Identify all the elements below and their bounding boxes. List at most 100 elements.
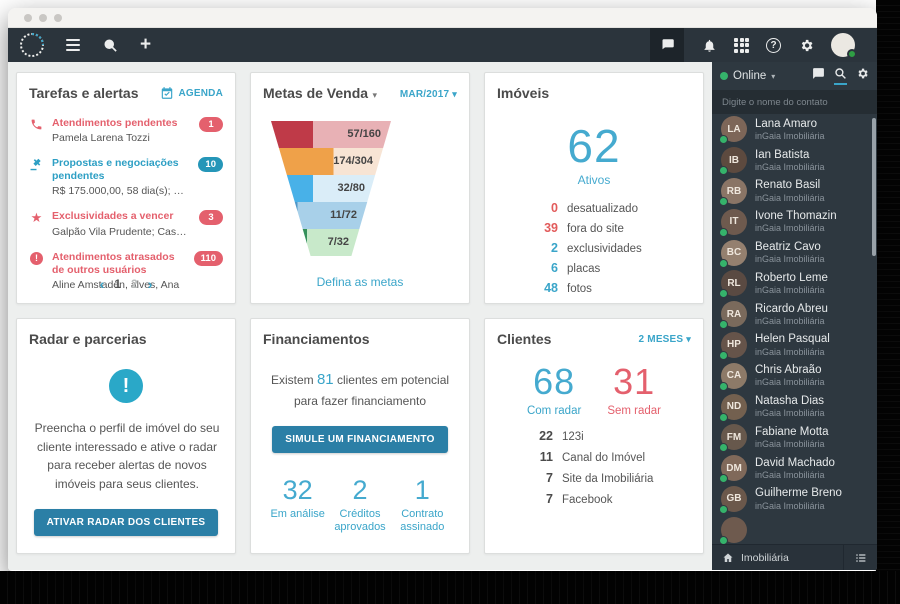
star-icon: ★ (30, 210, 43, 226)
contact-search-input[interactable] (712, 96, 877, 108)
card-title: Clientes (497, 331, 552, 347)
task-count-badge: 10 (198, 157, 223, 173)
task-item-subtitle: R$ 175.000,00, 58 dia(s); R$... (52, 185, 191, 198)
contact-list-item[interactable] (712, 514, 877, 544)
messages-icon[interactable] (650, 28, 684, 62)
simule-financiamento-button[interactable]: SIMULE UM FINANCIAMENTO (272, 425, 448, 453)
dashboard-main: Tarefas e alertas AGENDA Atendimentos pe… (8, 62, 712, 570)
task-alert-item[interactable]: ! Atendimentos atrasados de outros usuár… (29, 250, 223, 291)
contact-name: Roberto Leme (755, 271, 828, 284)
chat-tab-icon[interactable] (812, 67, 825, 85)
page-prev-icon[interactable]: ‹ (99, 276, 105, 292)
user-avatar[interactable] (831, 33, 857, 59)
contact-list-item[interactable]: RA Ricardo Abreu inGaia Imobiliária (712, 299, 877, 330)
online-status-dot (720, 72, 728, 80)
task-alert-item[interactable]: Atendimentos pendentes Pamela Larena Toz… (29, 117, 223, 144)
task-item-title: Atendimentos pendentes (52, 117, 178, 129)
top-navbar: + ? (8, 28, 877, 62)
search-icon[interactable] (102, 37, 118, 53)
contact-list-item[interactable]: IB Ian Batista inGaia Imobiliária (712, 145, 877, 176)
contact-online-dot (719, 535, 728, 544)
contact-name: Natasha Dias (755, 394, 825, 407)
card-clientes: Clientes 2 MESES ▾ 68 Com radar 31 Sem r… (484, 318, 704, 554)
contact-avatar: IT (719, 208, 747, 237)
contact-avatar: DM (719, 455, 747, 484)
chat-settings-gear-icon[interactable] (856, 67, 869, 85)
card-financiamentos: Financiamentos Existem 81 clientes em po… (250, 318, 470, 554)
task-alert-item[interactable]: ★ Exclusividades a vencer Galpão Vila Pr… (29, 210, 223, 238)
financing-stat: 2 Créditos aprovados (329, 475, 390, 536)
imoveis-ativos-value: 62 (567, 120, 621, 172)
contact-list: LA Lana Amaro inGaia Imobiliária IB Ian … (712, 114, 877, 544)
contact-name: Guilherme Breno (755, 487, 842, 500)
contact-list-item[interactable]: RL Roberto Leme inGaia Imobiliária (712, 268, 877, 299)
notifications-bell-icon[interactable] (701, 37, 717, 53)
window-zoom-button[interactable] (54, 13, 62, 22)
contact-list-item[interactable]: IT Ivone Thomazin inGaia Imobiliária (712, 206, 877, 237)
contact-online-dot (719, 350, 728, 360)
contact-avatar: BC (719, 239, 747, 268)
contact-list-item[interactable]: HP Helen Pasqual inGaia Imobiliária (712, 330, 877, 361)
page-number[interactable]: 2 (131, 277, 138, 291)
app-window: + ? (8, 8, 877, 571)
background-right (876, 0, 900, 604)
stat-row: 48 fotos (509, 281, 679, 295)
page-next-icon[interactable]: › (147, 276, 153, 292)
contacts-search-tab-icon[interactable] (834, 67, 847, 85)
ingaia-logo[interactable] (20, 33, 44, 57)
defina-as-metas-link[interactable]: Defina as metas (316, 275, 404, 289)
contacts-scrollbar[interactable] (872, 118, 876, 256)
funnel-segment: 11/72 (271, 202, 391, 229)
financing-stat-label: Contrato assinado (400, 507, 445, 534)
financing-stat-label: Em análise (270, 507, 325, 520)
window-close-button[interactable] (24, 13, 32, 22)
financing-stat-value: 32 (282, 474, 313, 505)
contact-list-item[interactable]: DM David Machado inGaia Imobiliária (712, 453, 877, 484)
apps-grid-icon[interactable] (734, 37, 749, 53)
stat-value: 39 (544, 221, 558, 235)
ativar-radar-button[interactable]: ATIVAR RADAR DOS CLIENTES (33, 509, 219, 537)
contact-company: inGaia Imobiliária (755, 284, 825, 295)
window-minimize-button[interactable] (39, 13, 47, 22)
help-icon[interactable]: ? (766, 37, 781, 53)
contact-list-toggle-icon[interactable] (843, 545, 877, 570)
company-room-item[interactable]: Imobiliária (712, 552, 843, 564)
contact-avatar: RL (719, 270, 747, 299)
online-status-label[interactable]: Online (733, 70, 767, 82)
clientes-period-dropdown[interactable]: 2 MESES ▾ (638, 333, 691, 345)
contact-list-item[interactable]: RB Renato Basil inGaia Imobiliária (712, 176, 877, 207)
stat-label: fora do site (567, 223, 624, 235)
card-title: Radar e parcerias (29, 331, 147, 347)
com-radar-stat: 68 Com radar (526, 361, 582, 417)
task-alert-item[interactable]: Propostas e negociações pendentes R$ 175… (29, 157, 223, 197)
contact-list-item[interactable]: GB Guilherme Breno inGaia Imobiliária (712, 484, 877, 515)
chevron-down-icon[interactable]: ▾ (771, 71, 776, 81)
contact-online-dot (719, 135, 728, 145)
agenda-link[interactable]: AGENDA (160, 86, 223, 100)
settings-gear-icon[interactable] (798, 37, 814, 53)
financing-stat: 32 Em análise (267, 475, 328, 536)
contact-list-item[interactable]: LA Lana Amaro inGaia Imobiliária (712, 114, 877, 145)
contact-list-item[interactable]: CA Chris Abraão inGaia Imobiliária (712, 360, 877, 391)
contact-list-item[interactable]: ND Natasha Dias inGaia Imobiliária (712, 391, 877, 422)
add-icon[interactable]: + (140, 34, 152, 55)
alert-icon: ! (29, 251, 44, 265)
stat-row: 7 Facebook (504, 492, 684, 506)
contact-company: inGaia Imobiliária (755, 192, 825, 203)
stat-value: 48 (544, 281, 558, 295)
contact-company: inGaia Imobiliária (755, 469, 825, 480)
page-number[interactable]: 1 (114, 277, 121, 291)
sales-funnel-chart: 57/160 174/304 32/80 11/72 7/32 (263, 121, 457, 256)
menu-icon[interactable] (66, 38, 80, 52)
background-bottom (0, 571, 900, 604)
stat-row: 6 placas (509, 261, 679, 275)
card-tarefas-e-alertas: Tarefas e alertas AGENDA Atendimentos pe… (16, 72, 236, 304)
financing-stat: 1 Contrato assinado (392, 475, 453, 536)
contact-list-item[interactable]: BC Beatriz Cavo inGaia Imobiliária (712, 237, 877, 268)
contact-company: inGaia Imobiliária (755, 161, 825, 172)
metas-title-dropdown[interactable]: Metas de Venda ▾ (263, 85, 378, 101)
metas-period-dropdown[interactable]: MAR/2017 ▾ (399, 88, 457, 100)
contact-online-dot (719, 197, 728, 206)
contact-list-item[interactable]: FM Fabiane Motta inGaia Imobiliária (712, 422, 877, 453)
contact-name: Chris Abraão (755, 364, 822, 377)
